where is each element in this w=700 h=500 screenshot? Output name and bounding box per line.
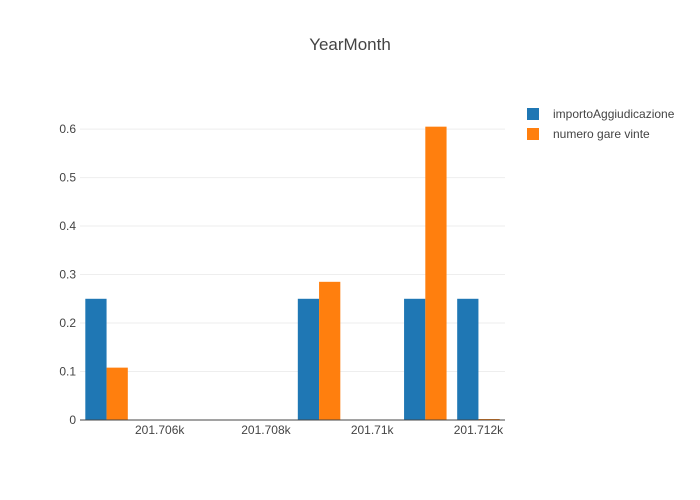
bar-numero-gare-vinte[interactable] — [425, 126, 447, 421]
y-tick-label: 0.5 — [59, 171, 76, 185]
y-tick-label: 0 — [69, 413, 76, 427]
x-tick-label: 201.712k — [454, 423, 504, 437]
bars — [85, 126, 500, 421]
legend-label[interactable]: importoAggiudicazione — [553, 107, 675, 121]
legend-label[interactable]: numero gare vinte — [553, 127, 650, 141]
bar-importoaggiudicazione[interactable] — [457, 298, 479, 420]
legend-swatch[interactable] — [527, 128, 539, 140]
y-tick-label: 0.3 — [59, 268, 76, 282]
bar-numero-gare-vinte[interactable] — [319, 281, 341, 420]
y-tick-label: 0.6 — [59, 122, 76, 136]
x-tick-label: 201.71k — [351, 423, 395, 437]
y-tick-label: 0.2 — [59, 316, 76, 330]
axes: 0 0.1 0.2 0.3 0.4 0.5 0.6 201.706k 201.708k 201.7… — [59, 122, 505, 437]
legend-swatch[interactable] — [527, 108, 539, 120]
legend[interactable]: importoAggiudicazione numero gare vinte — [527, 107, 675, 141]
bar-importoaggiudicazione[interactable] — [404, 298, 426, 420]
y-tick-label: 0.4 — [59, 219, 76, 233]
y-tick-label: 0.1 — [59, 365, 76, 379]
bar-importoaggiudicazione[interactable] — [85, 298, 107, 420]
x-tick-label: 201.706k — [135, 423, 185, 437]
chart-title: YearMonth — [309, 35, 391, 54]
bar-importoaggiudicazione[interactable] — [297, 298, 320, 420]
bar-numero-gare-vinte[interactable] — [106, 367, 128, 420]
x-tick-label: 201.708k — [241, 423, 291, 437]
